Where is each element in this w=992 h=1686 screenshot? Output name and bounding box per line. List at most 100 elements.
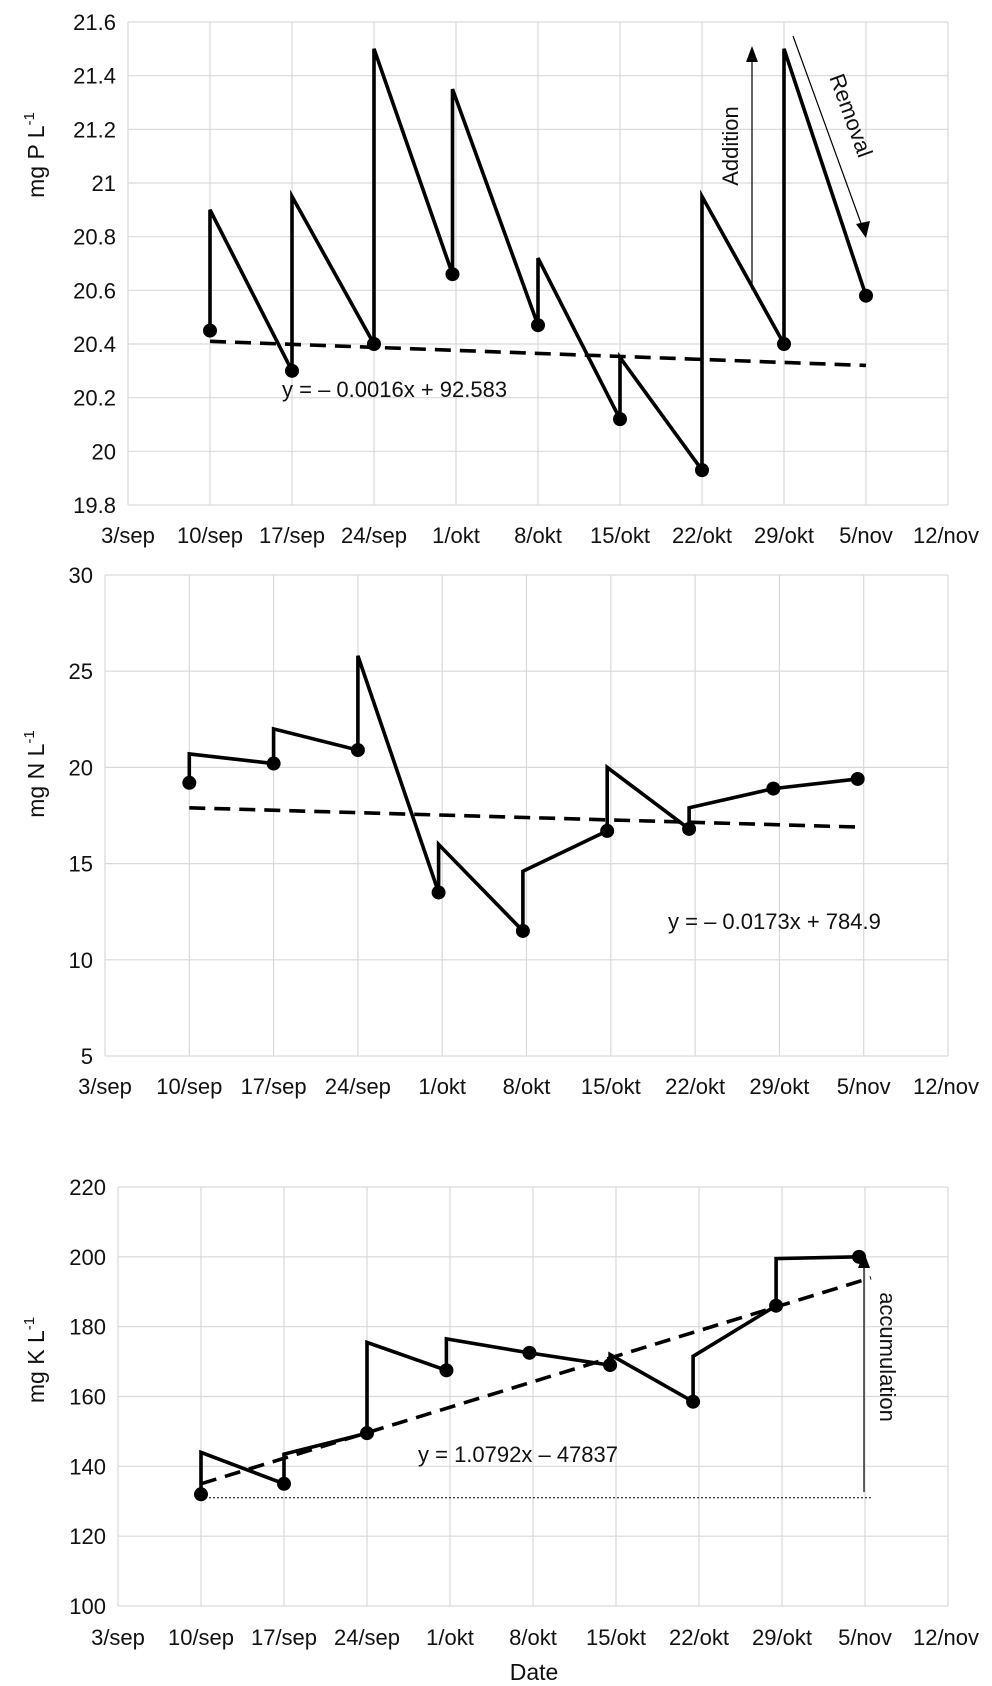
y-tick-label: 21: [92, 171, 116, 196]
removal-label: Removal: [824, 70, 877, 160]
series-line: [199, 1255, 860, 1495]
y-tick-label: 10: [69, 948, 93, 973]
accumulation-arrow: [858, 1252, 870, 1492]
y-tick-label: 21.6: [73, 10, 116, 35]
y-axis-label: mg P L-1: [21, 112, 49, 198]
x-tick-label: 24/sep: [341, 523, 407, 548]
data-point: [682, 821, 697, 836]
x-tick-label: 17/sep: [251, 1625, 317, 1650]
data-point: [367, 337, 381, 351]
data-point: [777, 337, 791, 351]
x-tick-label: 12/nov: [913, 1074, 979, 1099]
data-point: [766, 781, 781, 796]
addition-label: Addition: [718, 106, 743, 186]
x-tick-label: 1/okt: [418, 1074, 466, 1099]
trend-line: [189, 806, 858, 829]
y-tick-label: 20.6: [73, 278, 116, 303]
potassium-chart: 220 200 180 160 140 120 100 3/sep 10/sep 17/sep 2…: [21, 1175, 979, 1650]
y-tick-label: 200: [69, 1245, 106, 1270]
y-tick-label: 20: [69, 755, 93, 780]
data-point: [522, 1345, 537, 1360]
y-tick-label: 140: [69, 1454, 106, 1479]
data-point: [515, 923, 530, 938]
series-line: [187, 655, 858, 936]
addition-arrow: [746, 46, 758, 290]
x-tick-label: 3/sep: [91, 1625, 145, 1650]
y-axis-label: mg N L-1: [21, 730, 49, 817]
y-tick-label: 19.8: [73, 493, 116, 518]
data-point: [603, 1358, 618, 1373]
x-tick-label: 3/sep: [101, 523, 155, 548]
data-point: [266, 756, 281, 771]
x-tick-label: 5/nov: [837, 1074, 891, 1099]
data-point: [285, 363, 299, 378]
x-tick-label: 29/okt: [749, 1074, 809, 1099]
x-tick-label: 24/sep: [334, 1625, 400, 1650]
data-point: [203, 323, 217, 338]
data-point: [182, 775, 197, 790]
x-tick-label: 8/okt: [509, 1625, 557, 1650]
trend-equation: y = 1.0792x – 47837: [418, 1442, 618, 1467]
x-tick-label: 1/okt: [426, 1625, 474, 1650]
data-point: [695, 463, 709, 478]
x-tick-label: 12/nov: [913, 1625, 979, 1650]
x-tick-label: 8/okt: [514, 523, 562, 548]
y-tick-label: 15: [69, 852, 93, 877]
y-tick-label: 120: [69, 1524, 106, 1549]
y-tick-label: 20: [92, 439, 116, 464]
y-tick-label: 30: [69, 563, 93, 588]
x-tick-label: 29/okt: [752, 1625, 812, 1650]
data-point: [613, 412, 627, 427]
x-tick-label: 22/okt: [672, 523, 732, 548]
y-axis-label: mg K L-1: [21, 1317, 49, 1403]
y-tick-label: 5: [81, 1044, 93, 1069]
x-tick-label: 15/okt: [586, 1625, 646, 1650]
x-axis-label: Date: [510, 1659, 559, 1685]
phosphorus-chart: 21.6 21.4 21.2 21 20.8 20.6 20.4 20.2 20 19.8 3/s…: [21, 10, 979, 548]
data-point: [431, 885, 446, 900]
y-tick-label: 21.4: [73, 64, 116, 89]
x-tick-label: 12/nov: [913, 523, 979, 548]
x-tick-label: 17/sep: [259, 523, 325, 548]
y-tick-label: 180: [69, 1315, 106, 1340]
trend-line: [209, 339, 867, 368]
y-tick-label: 220: [69, 1175, 106, 1200]
x-tick-label: 17/sep: [241, 1074, 307, 1099]
y-tick-label: 20.8: [73, 225, 116, 250]
x-tick-label: 5/nov: [839, 523, 893, 548]
data-point: [194, 1487, 208, 1502]
data-point: [360, 1426, 374, 1441]
data-point: [850, 771, 865, 786]
data-point: [350, 743, 365, 758]
data-point: [859, 288, 873, 303]
y-tick-label: 20.4: [73, 332, 116, 357]
x-tick-label: 1/okt: [432, 523, 480, 548]
y-tick-label: 25: [69, 659, 93, 684]
x-tick-label: 29/okt: [754, 523, 814, 548]
x-tick-label: 3/sep: [78, 1074, 132, 1099]
x-tick-label: 10/sep: [177, 523, 243, 548]
data-point: [439, 1363, 454, 1378]
y-tick-label: 20.2: [73, 386, 116, 411]
x-tick-label: 10/sep: [156, 1074, 222, 1099]
trend-equation: y = – 0.0016x + 92.583: [282, 377, 507, 402]
x-tick-label: 22/okt: [669, 1625, 729, 1650]
trend-line: [200, 1276, 872, 1486]
data-point: [769, 1298, 784, 1313]
data-point: [277, 1476, 291, 1491]
trend-equation: y = – 0.0173x + 784.9: [668, 909, 881, 934]
x-tick-label: 22/okt: [665, 1074, 725, 1099]
removal-arrow: [792, 35, 870, 238]
x-tick-label: 15/okt: [590, 523, 650, 548]
y-tick-label: 100: [69, 1594, 106, 1619]
y-tick-label: 160: [69, 1385, 106, 1410]
x-tick-label: 24/sep: [325, 1074, 391, 1099]
data-point: [600, 823, 615, 838]
x-tick-label: 8/okt: [503, 1074, 551, 1099]
nitrogen-chart: 30 25 20 15 10 5 3/sep 10/sep 17/sep 24/sep 1/okt…: [21, 563, 979, 1099]
data-point: [686, 1394, 701, 1409]
data-point: [531, 318, 545, 333]
data-point: [445, 267, 460, 282]
accumulation-label: accumulation: [875, 1292, 900, 1422]
